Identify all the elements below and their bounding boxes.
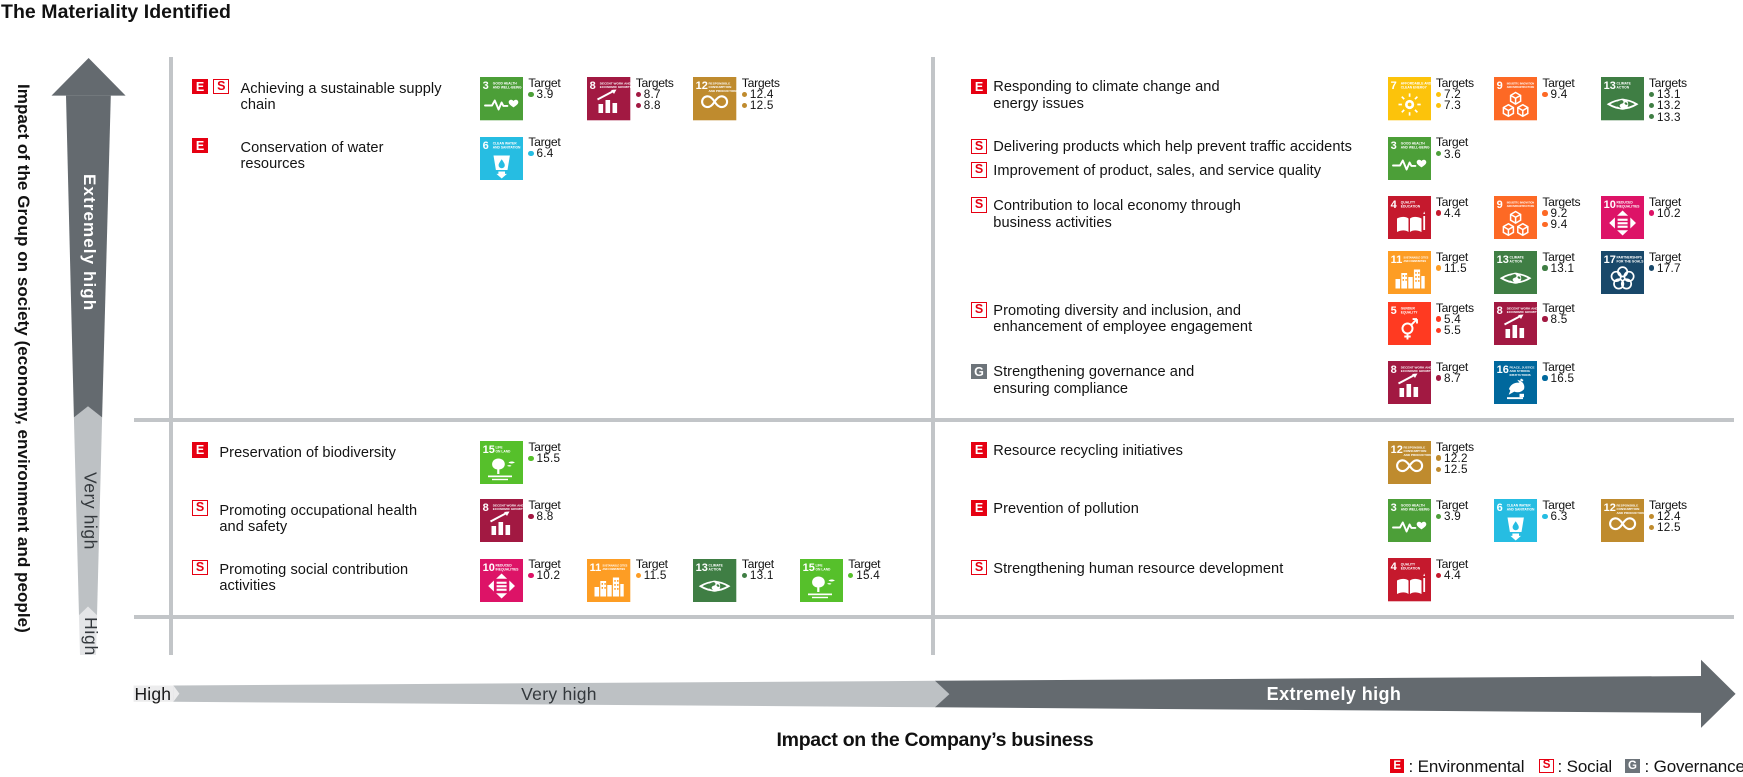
- svg-text:12: 12: [1390, 444, 1402, 456]
- svg-text:RESPONSIBLE: RESPONSIBLE: [1403, 445, 1425, 449]
- svg-text:9: 9: [1497, 199, 1503, 211]
- svg-text:3: 3: [483, 80, 489, 92]
- svg-text:10: 10: [1603, 199, 1615, 211]
- svg-text:ACTION: ACTION: [1616, 86, 1629, 90]
- svg-text:ACTION: ACTION: [709, 567, 722, 571]
- svg-text:13: 13: [696, 562, 708, 574]
- svg-text:CONSUMPTION: CONSUMPTION: [1403, 449, 1426, 453]
- svg-text:LIFE: LIFE: [815, 563, 823, 567]
- svg-text:SUSTAINABLE CITIES: SUSTAINABLE CITIES: [603, 564, 628, 567]
- svg-text:ECONOMIC GROWTH: ECONOMIC GROWTH: [493, 507, 523, 511]
- svg-text:AND SANITATION: AND SANITATION: [493, 145, 521, 149]
- svg-text:CLEAN WATER: CLEAN WATER: [493, 141, 517, 145]
- svg-text:AND WELL-BEING: AND WELL-BEING: [1400, 508, 1429, 512]
- svg-text:INEQUALITIES: INEQUALITIES: [1616, 204, 1640, 208]
- svg-text:CONSUMPTION: CONSUMPTION: [709, 85, 732, 89]
- svg-text:17: 17: [1603, 254, 1615, 266]
- svg-text:AND PRODUCTION: AND PRODUCTION: [1616, 511, 1644, 515]
- svg-text:CLIMATE: CLIMATE: [709, 563, 724, 567]
- svg-text:AND STRONG: AND STRONG: [1509, 369, 1530, 373]
- svg-text:5: 5: [1390, 305, 1396, 317]
- svg-text:15: 15: [483, 444, 495, 456]
- svg-text:EQUALITY: EQUALITY: [1400, 310, 1417, 314]
- svg-text:GOOD HEALTH: GOOD HEALTH: [1400, 504, 1425, 508]
- svg-text:DECENT WORK AND: DECENT WORK AND: [1507, 306, 1537, 310]
- svg-text:AND INFRASTRUCTURE: AND INFRASTRUCTURE: [1507, 205, 1535, 208]
- svg-text:10: 10: [483, 562, 495, 574]
- svg-text:ECONOMIC GROWTH: ECONOMIC GROWTH: [1507, 310, 1537, 314]
- svg-text:CLEAN ENERGY: CLEAN ENERGY: [1400, 86, 1427, 90]
- svg-text:AND INFRASTRUCTURE: AND INFRASTRUCTURE: [1507, 86, 1535, 89]
- svg-text:DECENT WORK AND: DECENT WORK AND: [493, 504, 523, 508]
- svg-text:CONSUMPTION: CONSUMPTION: [1616, 507, 1639, 511]
- svg-text:RESPONSIBLE: RESPONSIBLE: [1616, 504, 1638, 508]
- svg-text:15: 15: [802, 562, 814, 574]
- svg-text:13: 13: [1603, 80, 1615, 92]
- svg-text:CLIMATE: CLIMATE: [1616, 82, 1631, 86]
- svg-text:DECENT WORK AND: DECENT WORK AND: [600, 82, 630, 86]
- svg-text:AND WELL-BEING: AND WELL-BEING: [1400, 145, 1429, 149]
- svg-text:INSTITUTIONS: INSTITUTIONS: [1509, 373, 1530, 377]
- svg-text:9: 9: [1497, 80, 1503, 92]
- svg-text:ECONOMIC GROWTH: ECONOMIC GROWTH: [600, 86, 630, 90]
- svg-text:ACTION: ACTION: [1509, 259, 1522, 263]
- svg-text:AND PRODUCTION: AND PRODUCTION: [1403, 453, 1431, 457]
- svg-text:AND WELL-BEING: AND WELL-BEING: [493, 86, 522, 90]
- svg-text:8: 8: [590, 80, 596, 92]
- svg-text:INDUSTRY, INNOVATION: INDUSTRY, INNOVATION: [1507, 83, 1535, 86]
- svg-text:QUALITY: QUALITY: [1400, 200, 1415, 204]
- svg-text:7: 7: [1390, 80, 1396, 92]
- svg-text:GENDER: GENDER: [1400, 306, 1415, 310]
- svg-text:GOOD HEALTH: GOOD HEALTH: [493, 82, 518, 86]
- svg-text:ON LAND: ON LAND: [495, 450, 511, 454]
- svg-text:EDUCATION: EDUCATION: [1400, 567, 1420, 571]
- svg-text:AND SANITATION: AND SANITATION: [1507, 508, 1535, 512]
- svg-text:6: 6: [1497, 502, 1503, 514]
- svg-text:PEACE, JUSTICE: PEACE, JUSTICE: [1509, 365, 1534, 369]
- svg-text:CLEAN WATER: CLEAN WATER: [1507, 504, 1531, 508]
- svg-text:8: 8: [1390, 364, 1396, 376]
- svg-text:INDUSTRY, INNOVATION: INDUSTRY, INNOVATION: [1507, 201, 1535, 204]
- svg-text:GOOD HEALTH: GOOD HEALTH: [1400, 141, 1425, 145]
- svg-text:REDUCED: REDUCED: [1616, 200, 1633, 204]
- svg-text:PARTNERSHIPS: PARTNERSHIPS: [1616, 255, 1642, 259]
- svg-text:SUSTAINABLE CITIES: SUSTAINABLE CITIES: [1403, 256, 1428, 259]
- svg-text:RESPONSIBLE: RESPONSIBLE: [709, 82, 731, 86]
- svg-text:12: 12: [1603, 502, 1615, 514]
- svg-text:EDUCATION: EDUCATION: [1400, 204, 1420, 208]
- svg-text:8: 8: [1497, 305, 1503, 317]
- svg-text:12: 12: [696, 80, 708, 92]
- svg-text:ECONOMIC GROWTH: ECONOMIC GROWTH: [1400, 369, 1430, 373]
- svg-text:AND COMMUNITIES: AND COMMUNITIES: [1403, 260, 1426, 263]
- svg-text:CLIMATE: CLIMATE: [1509, 255, 1524, 259]
- svg-text:6: 6: [483, 140, 489, 152]
- svg-text:8: 8: [483, 502, 489, 514]
- svg-text:3: 3: [1390, 140, 1396, 152]
- svg-text:13: 13: [1497, 254, 1509, 266]
- svg-text:INEQUALITIES: INEQUALITIES: [495, 567, 519, 571]
- svg-text:11: 11: [590, 562, 602, 574]
- svg-text:AND PRODUCTION: AND PRODUCTION: [709, 89, 737, 93]
- svg-text:16: 16: [1497, 364, 1509, 376]
- svg-text:4: 4: [1390, 199, 1397, 211]
- svg-text:ON LAND: ON LAND: [815, 567, 831, 571]
- svg-text:3: 3: [1390, 502, 1396, 514]
- svg-text:QUALITY: QUALITY: [1400, 563, 1415, 567]
- svg-text:FOR THE GOALS: FOR THE GOALS: [1616, 259, 1644, 263]
- svg-text:AFFORDABLE AND: AFFORDABLE AND: [1400, 82, 1430, 86]
- svg-text:4: 4: [1390, 562, 1397, 574]
- svg-text:REDUCED: REDUCED: [495, 563, 512, 567]
- svg-text:11: 11: [1390, 254, 1402, 266]
- svg-text:LIFE: LIFE: [495, 446, 503, 450]
- svg-text:DECENT WORK AND: DECENT WORK AND: [1400, 365, 1430, 369]
- svg-text:AND COMMUNITIES: AND COMMUNITIES: [603, 567, 626, 570]
